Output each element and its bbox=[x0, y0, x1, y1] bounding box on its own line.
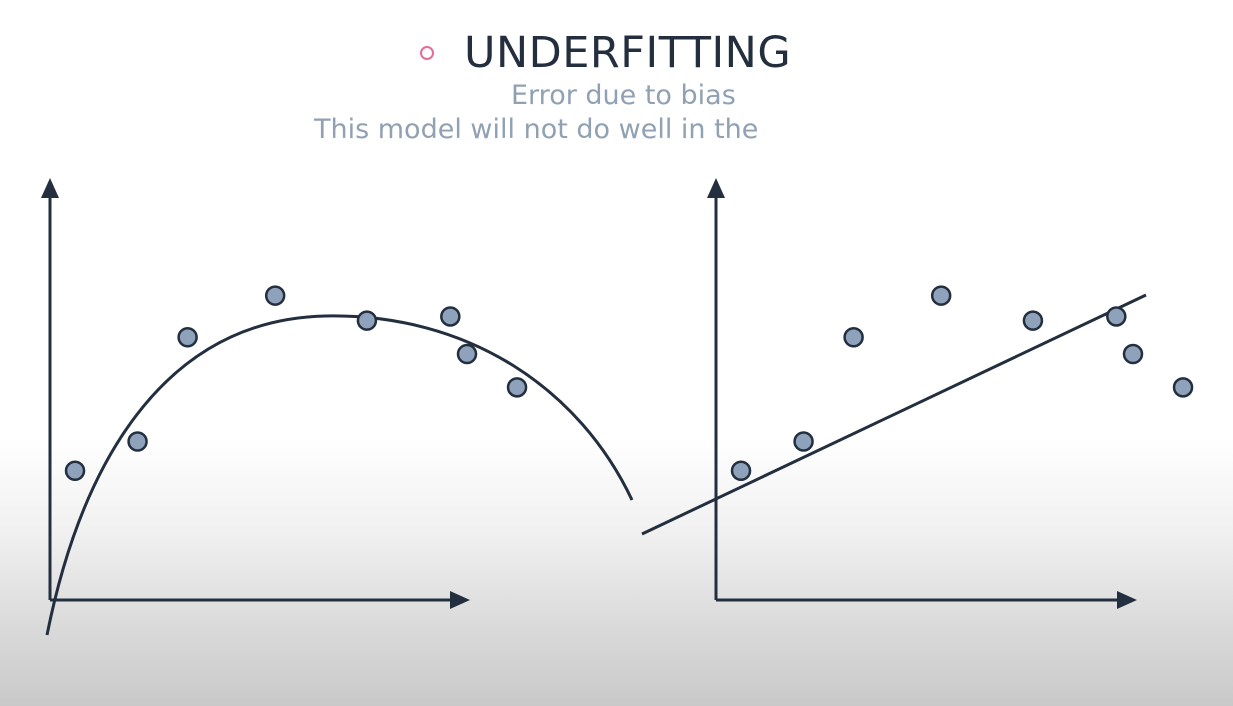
data-point bbox=[1106, 306, 1127, 327]
slide-title: UNDERFITTING bbox=[464, 28, 792, 78]
fit-line bbox=[641, 293, 1147, 536]
data-point bbox=[506, 377, 528, 398]
data-point bbox=[793, 431, 814, 452]
data-point bbox=[64, 460, 86, 481]
data-point bbox=[264, 285, 286, 306]
data-point bbox=[930, 285, 952, 306]
slide-title-row: UNDERFITTING bbox=[420, 26, 791, 80]
x-axis-arrow-icon bbox=[450, 591, 470, 609]
data-point bbox=[456, 343, 478, 365]
data-point bbox=[1022, 310, 1044, 331]
fit-curve bbox=[45, 314, 634, 636]
underfit-chart bbox=[641, 178, 1194, 609]
subtitle-line-2: This model will not do well in the bbox=[314, 114, 759, 145]
good-fit-chart bbox=[41, 178, 634, 636]
data-point bbox=[843, 327, 864, 348]
data-point bbox=[730, 460, 752, 481]
data-point bbox=[127, 431, 148, 452]
subtitle-line-1: Error due to bias bbox=[511, 80, 736, 111]
x-axis-arrow-icon bbox=[1117, 591, 1137, 609]
bullet-circle-icon bbox=[420, 46, 434, 60]
y-axis-arrow-icon bbox=[707, 178, 725, 198]
y-axis-arrow-icon bbox=[41, 178, 59, 198]
data-point bbox=[440, 306, 461, 327]
data-point bbox=[1172, 377, 1194, 398]
data-point bbox=[177, 327, 198, 348]
data-point bbox=[356, 310, 378, 331]
data-point bbox=[1122, 343, 1144, 365]
